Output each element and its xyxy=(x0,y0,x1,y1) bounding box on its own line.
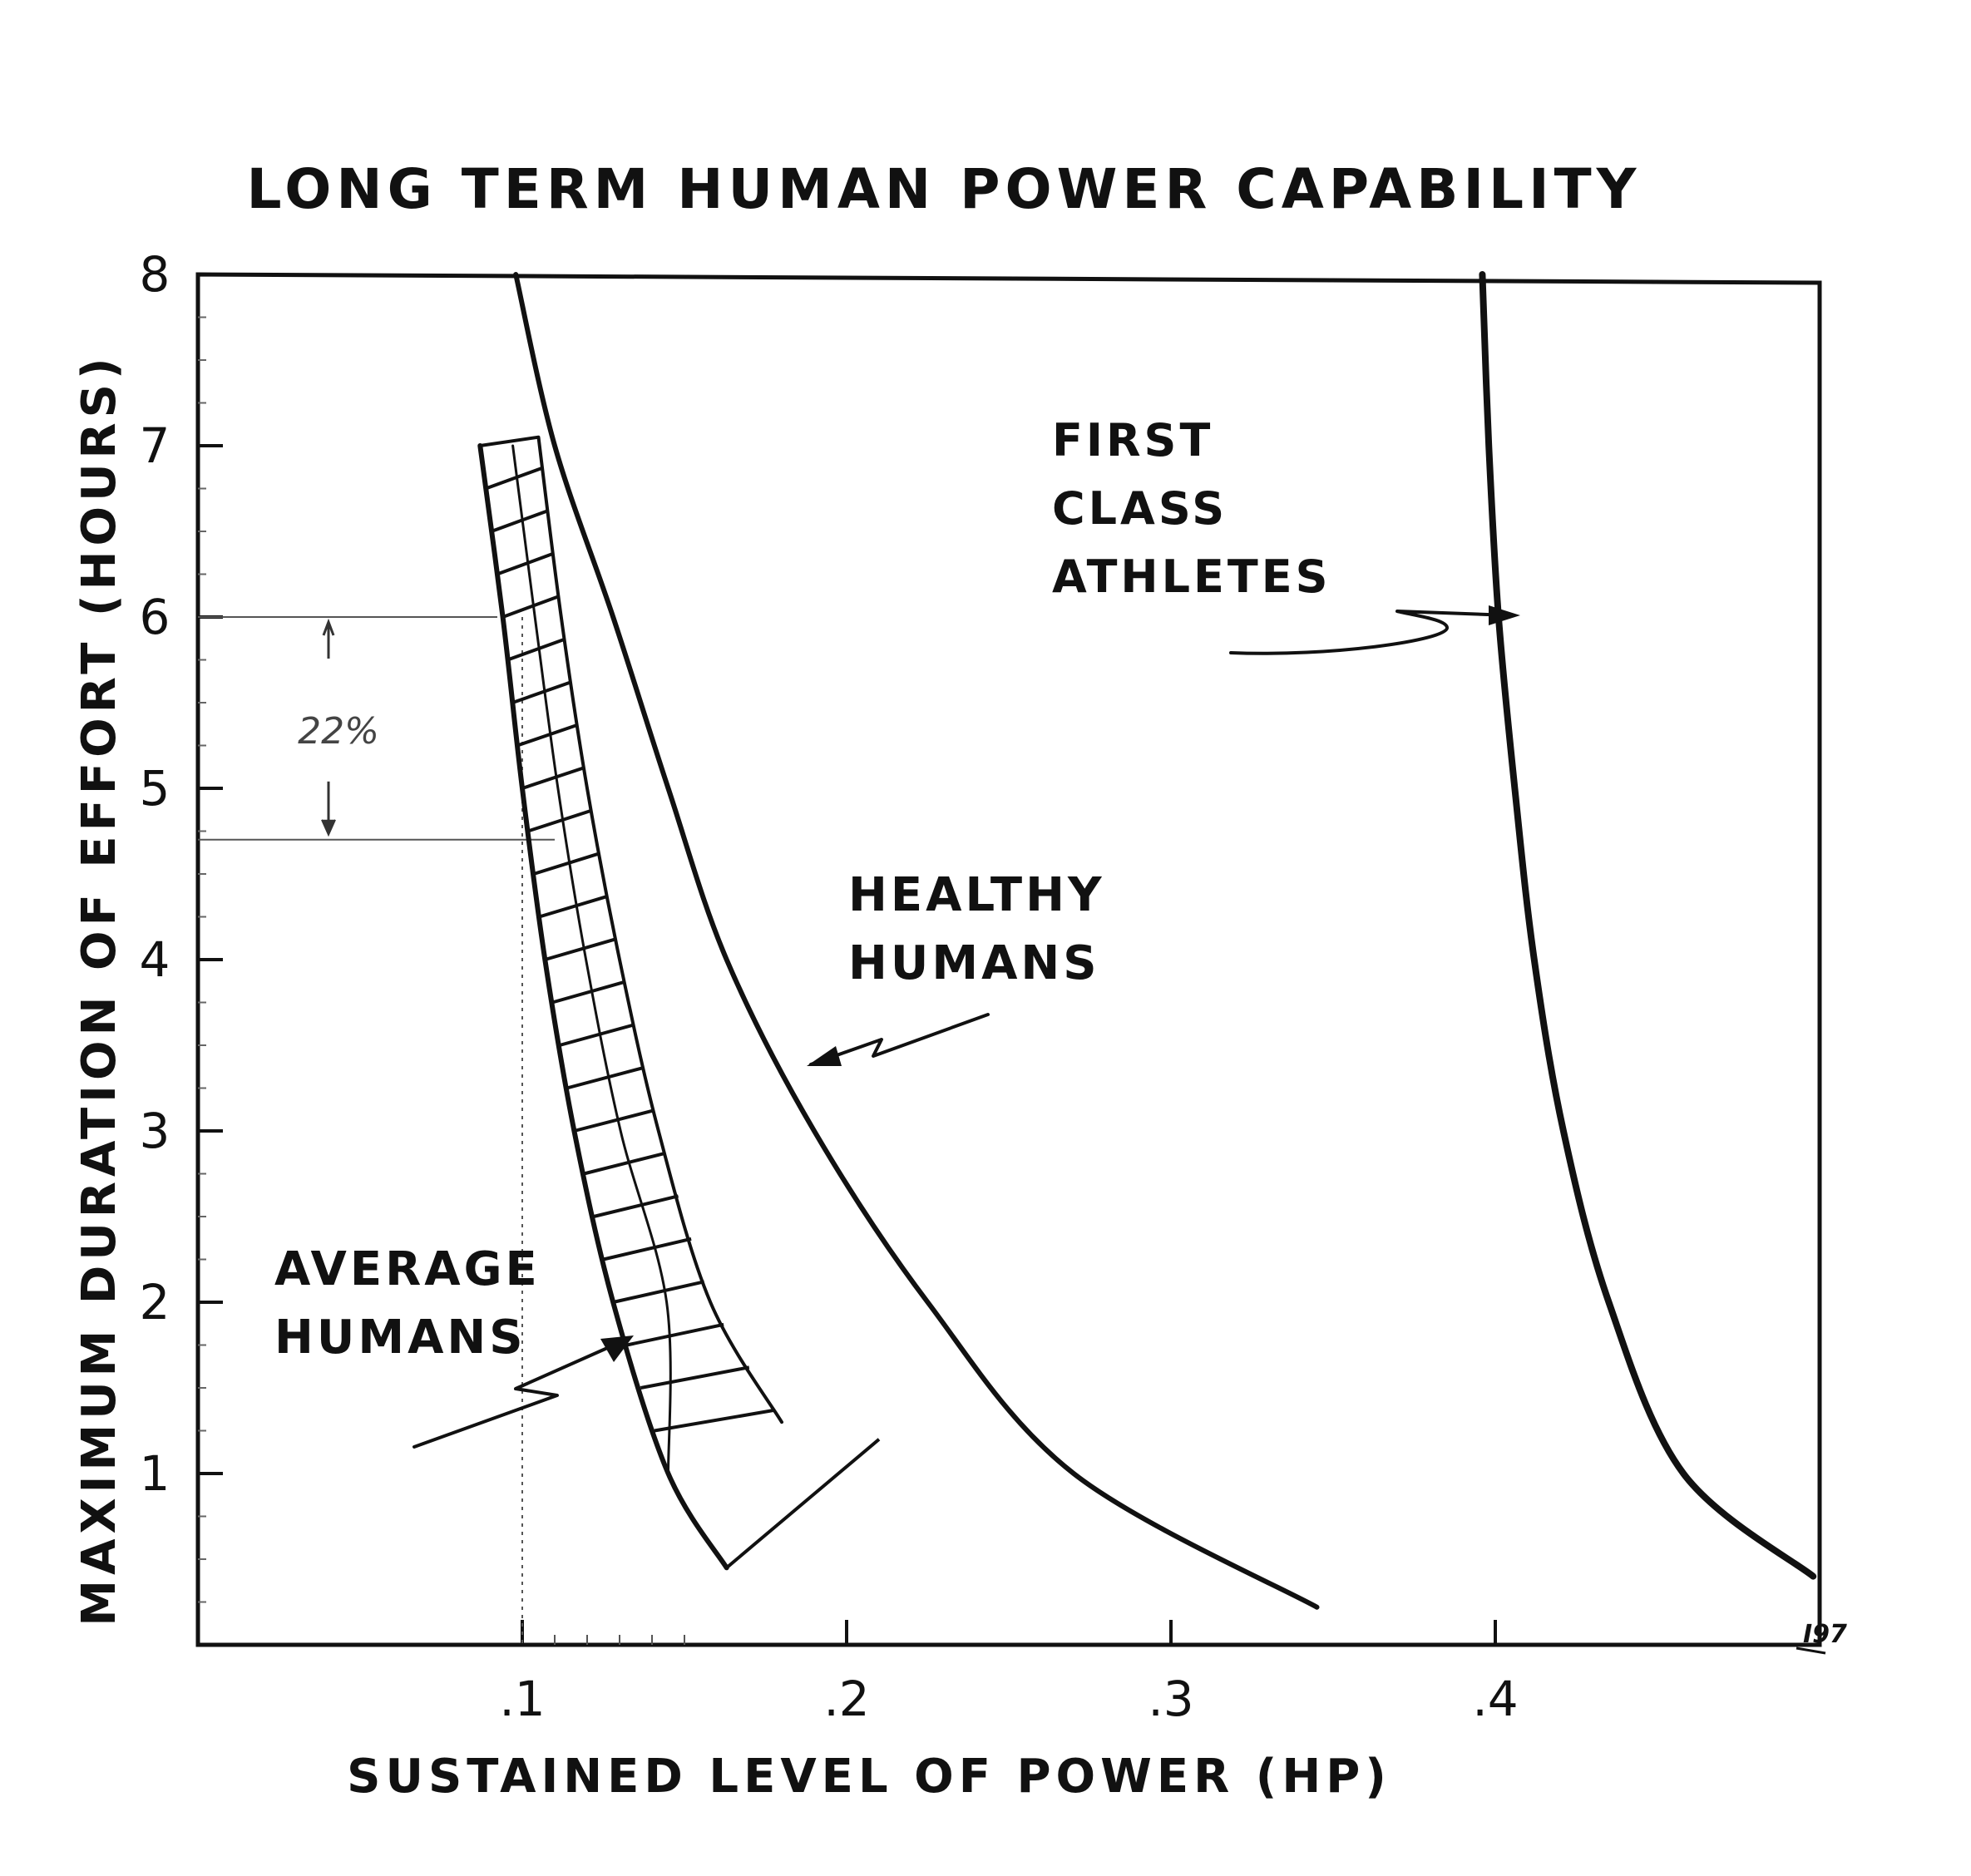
pointer-healthy xyxy=(809,1013,990,1066)
plot-frame xyxy=(195,272,1822,1647)
band-hatch-rung xyxy=(516,723,579,748)
annotation-label: 22% xyxy=(298,710,379,753)
arrowhead-healthy xyxy=(807,1046,842,1066)
band-cap xyxy=(725,1438,881,1569)
legend-label-first-class-athletes: ATHLETES xyxy=(1052,550,1331,603)
band-hatch-rung xyxy=(485,466,543,491)
band-hatch-rung xyxy=(640,1365,750,1390)
band-hatch-rung xyxy=(491,509,549,533)
percent-annotation: 22% xyxy=(198,616,555,1645)
band-hatch-rung xyxy=(538,894,609,919)
legend-label-average-humans: HUMANS xyxy=(274,1311,526,1365)
band-hatch-rung xyxy=(506,637,566,662)
band-hatch-rung xyxy=(551,980,625,1005)
band-hatch-rung xyxy=(511,680,572,704)
x-tick-label: .2 xyxy=(823,1671,869,1727)
pointer-athletes xyxy=(1229,610,1511,655)
signature-mark: I97 xyxy=(1803,1620,1847,1649)
y-axis-ticks: 1 2 3 4 5 6 7 8 xyxy=(140,246,223,1603)
band-hatch-rung xyxy=(654,1408,775,1433)
y-tick-label: 1 xyxy=(140,1445,170,1502)
legend-label-healthy-humans: HUMANS xyxy=(848,936,1100,990)
arrowhead-average xyxy=(600,1335,634,1362)
chart-title: LONG TERM HUMAN POWER CAPABILITY xyxy=(247,157,1642,221)
y-tick-label: 6 xyxy=(140,589,170,645)
band-hatch-rung xyxy=(501,595,560,619)
band-cap xyxy=(480,435,539,447)
y-tick-label: 8 xyxy=(140,246,170,303)
band-hatch-rung xyxy=(496,551,554,576)
pointer-average xyxy=(412,1337,630,1449)
band-hatch-rung xyxy=(559,1023,635,1047)
y-tick-label: 3 xyxy=(140,1103,170,1159)
band-hatch-rung xyxy=(527,808,592,833)
y-tick-label: 5 xyxy=(140,760,170,817)
y-tick-label: 7 xyxy=(140,417,170,474)
legend-label-healthy-humans: HEALTHY xyxy=(848,868,1105,922)
y-tick-label: 4 xyxy=(140,931,170,988)
annotation-arrowhead-down xyxy=(321,819,336,837)
signature-stroke xyxy=(1796,1646,1826,1655)
legend-label-first-class-athletes: CLASS xyxy=(1052,482,1228,535)
band-hatch-rung xyxy=(573,1108,655,1133)
band-hatch-rung xyxy=(593,1194,679,1218)
series-curves xyxy=(513,271,1817,1610)
x-axis-ticks: .1 .2 .3 .4 xyxy=(499,1620,1519,1727)
band-left-edge xyxy=(477,443,729,1571)
annotation-arrowhead-up xyxy=(322,618,335,636)
arrowhead-athletes xyxy=(1489,605,1520,625)
y-tick-label: 2 xyxy=(140,1274,170,1330)
band-hatch-rung xyxy=(626,1322,724,1347)
series-labels: FIRST CLASS ATHLETES HEALTHY HUMANS AVERAGE HU… xyxy=(274,414,1826,1655)
x-axis-label: SUSTAINED LEVEL OF POWER (HP) xyxy=(347,1750,1391,1804)
average-humans-band xyxy=(477,435,881,1571)
series-line-healthy-humans xyxy=(513,272,1320,1610)
band-right-edge xyxy=(536,435,783,1424)
series-line-first-class-athletes xyxy=(1479,271,1817,1580)
x-tick-label: .1 xyxy=(499,1671,545,1727)
legend-label-average-humans: AVERAGE xyxy=(274,1242,541,1296)
plot-border xyxy=(195,272,1822,1647)
x-tick-label: .3 xyxy=(1148,1671,1193,1727)
band-mid-line xyxy=(511,444,672,1475)
band-hatch-rung xyxy=(566,1065,645,1090)
band-hatch-rung xyxy=(533,852,600,876)
band-hatch-rung xyxy=(603,1237,692,1261)
band-hatch-rung xyxy=(521,766,585,790)
band-hatch-rung xyxy=(583,1151,666,1176)
x-tick-label: .4 xyxy=(1472,1671,1518,1727)
legend-label-first-class-athletes: FIRST xyxy=(1052,414,1213,467)
y-axis-label: MAXIMUM DURATION OF EFFORT (HOURS) xyxy=(72,353,126,1626)
band-hatch-rung xyxy=(544,937,616,961)
band-hatch-rung xyxy=(612,1280,705,1304)
